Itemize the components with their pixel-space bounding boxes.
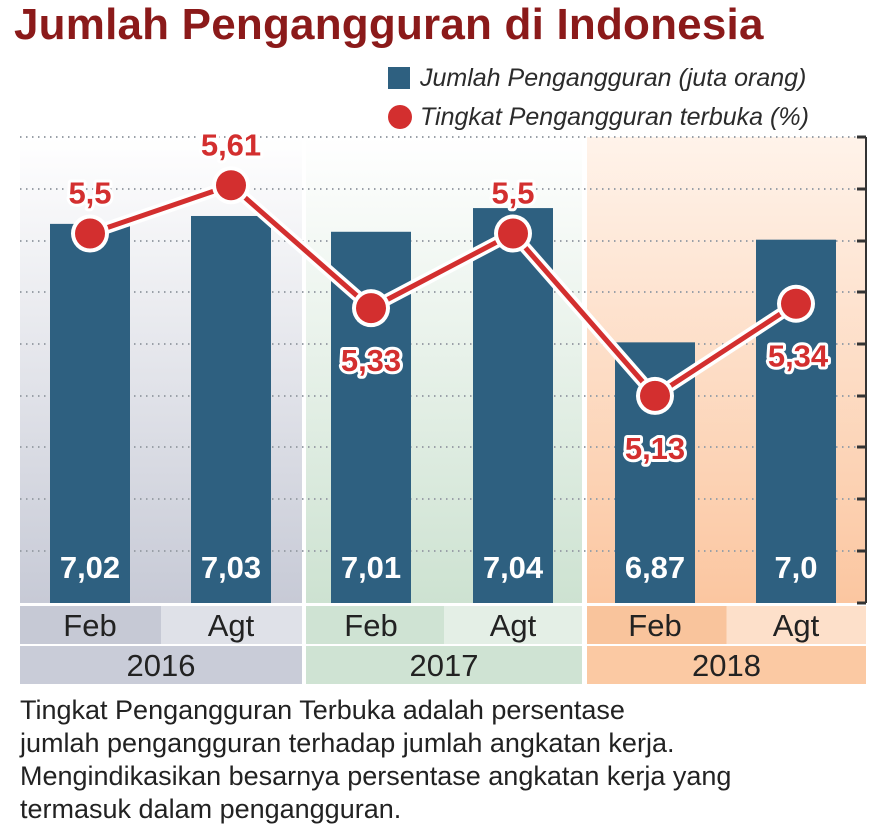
chart-title: Jumlah Pengangguran di Indonesia	[14, 0, 764, 49]
year-label-2018: 2018	[692, 648, 761, 683]
bar-value-label: 7,03	[201, 550, 261, 585]
year-label-2017: 2017	[410, 648, 479, 683]
unemployment-chart: 7,02 7,03 7,01 7,04 6,87 7,0 5,5 5,61 5,33 5,5 5,1…	[20, 127, 867, 684]
rate-marker-agt-2017	[498, 218, 528, 249]
rate-value-label: 5,34	[768, 339, 829, 374]
bar-agt-2016	[191, 215, 271, 604]
legend-bar-swatch	[388, 67, 410, 89]
category-label: Feb	[344, 608, 397, 643]
rate-value-label: 5,61	[201, 127, 261, 162]
legend-dot-swatch	[388, 105, 412, 129]
rate-value-label: 5,33	[341, 343, 401, 378]
rate-marker-agt-2016	[216, 170, 246, 201]
bar-value-label: 7,0	[774, 550, 817, 585]
footnote: Tingkat Pengangguran Terbuka adalah pers…	[20, 694, 870, 826]
rate-line	[87, 182, 799, 399]
legend-item-line: Tingkat Pengangguran terbuka (%)	[388, 101, 809, 133]
footnote-line-2: jumlah pengangguran terhadap jumlah angk…	[20, 728, 675, 758]
category-cell	[20, 606, 161, 644]
year-cell	[20, 646, 302, 684]
legend-item-bars: Jumlah Pengangguran (juta orang)	[388, 62, 806, 94]
category-label: Agt	[490, 608, 537, 643]
legend-label-bars: Jumlah Pengangguran (juta orang)	[420, 63, 807, 92]
category-cell	[726, 606, 866, 644]
rate-marker-feb-2018	[640, 380, 670, 411]
bar-feb-2016	[50, 223, 130, 604]
footnote-line-4: termasuk dalam pengangguran.	[20, 794, 402, 824]
year-cell	[587, 646, 866, 684]
legend-label-line: Tingkat Pengangguran terbuka (%)	[420, 102, 809, 131]
year-cell	[306, 646, 582, 684]
category-label: Feb	[628, 608, 681, 643]
bar-value-label: 7,02	[60, 550, 120, 585]
bar-agt-2017	[473, 208, 553, 603]
category-cell	[161, 606, 302, 644]
category-cell	[444, 606, 582, 644]
bar-value-label: 7,04	[483, 550, 544, 585]
category-cell	[306, 606, 444, 644]
category-label: Agt	[773, 608, 820, 643]
footnote-line-3: Mengindikasikan besarnya persentase angk…	[20, 761, 732, 791]
category-label: Agt	[208, 608, 255, 643]
category-label: Feb	[63, 608, 116, 643]
rate-marker-agt-2018	[781, 288, 811, 319]
rate-value-label: 5,13	[625, 431, 685, 466]
rate-marker-feb-2017	[356, 293, 386, 324]
category-cell	[587, 606, 727, 644]
year-label-2016: 2016	[127, 648, 196, 683]
bar-value-label: 6,87	[625, 550, 685, 585]
rate-marker-feb-2016	[75, 218, 105, 249]
rate-value-label: 5,5	[68, 176, 111, 211]
bar-value-label: 7,01	[341, 550, 401, 585]
rate-value-label: 5,5	[491, 176, 534, 211]
footnote-line-1: Tingkat Pengangguran Terbuka adalah pers…	[20, 695, 625, 725]
